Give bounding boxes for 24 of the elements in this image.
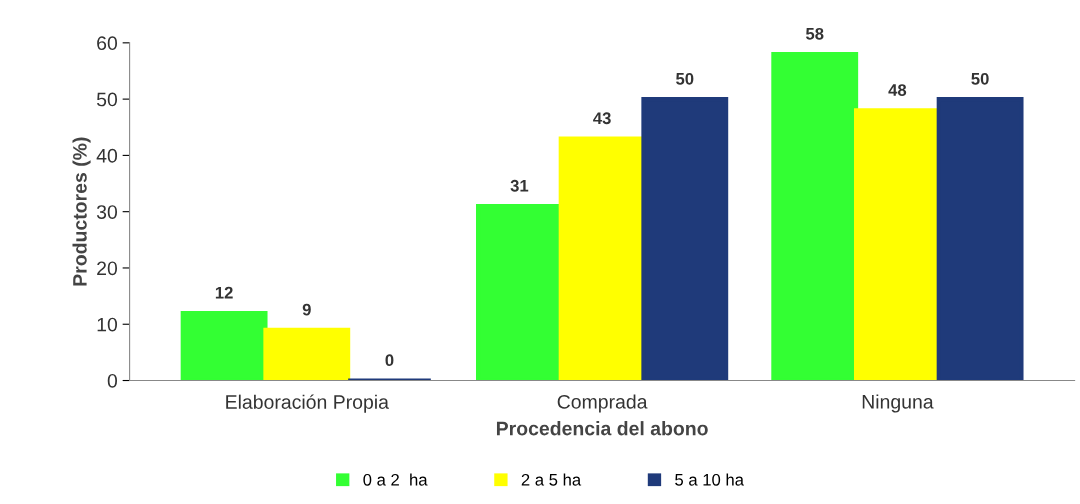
y-tick-label: 10	[97, 317, 118, 332]
x-tick-label: Ninguna	[862, 394, 934, 413]
y-tick-label: 60	[97, 36, 118, 51]
data-label: 48	[888, 84, 907, 96]
data-label: 58	[805, 27, 824, 40]
data-label: 12	[215, 286, 233, 299]
data-label: 43	[593, 112, 611, 125]
y-tick-label: 30	[96, 205, 118, 219]
y-tick-label: 20	[97, 261, 118, 276]
legend-label: 0 a 2 ha	[363, 473, 428, 486]
y-tick-label: 0	[107, 373, 118, 388]
x-tick-label: Elaboración Propia	[226, 394, 389, 413]
y-axis-title: Productores (%)	[72, 137, 91, 286]
y-tick-label: 50	[96, 92, 118, 107]
x-axis-title: Procedencia del abono	[496, 421, 708, 436]
y-tick-label: 40	[96, 148, 118, 163]
legend-label: 2 a 5 ha	[521, 473, 582, 486]
data-label: 50	[676, 72, 694, 85]
data-label: 50	[971, 72, 989, 85]
data-label: 31	[510, 179, 529, 192]
data-label: 0	[385, 354, 394, 367]
x-tick-label: Comprada	[557, 394, 648, 413]
legend-label: 5 a 10 ha	[675, 473, 744, 486]
data-label: 9	[302, 303, 311, 316]
